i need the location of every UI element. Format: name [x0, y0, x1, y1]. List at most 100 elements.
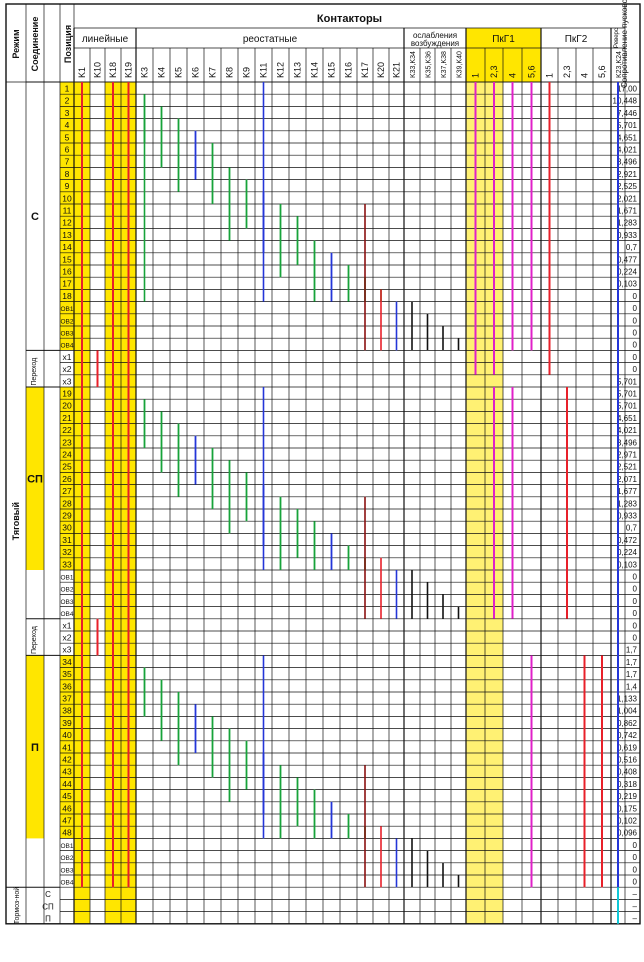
- column-header-0: K1: [77, 67, 87, 78]
- resistance-value: 1,4: [626, 682, 638, 691]
- resistance-value: 0: [633, 353, 638, 362]
- brake-connection-label-2: П: [45, 915, 51, 924]
- resistance-value: 0: [633, 329, 638, 338]
- position-label: 46: [62, 803, 72, 813]
- position-label: ОВ1: [60, 843, 73, 850]
- position-label: 1: [65, 84, 70, 94]
- resistance-value: 0,516: [617, 756, 638, 765]
- position-label: 4: [65, 120, 70, 130]
- position-label: ОВ3: [60, 867, 73, 874]
- connection-label-2: П: [31, 742, 39, 754]
- mode-header: Режим: [11, 29, 21, 59]
- resistance-value: 0: [633, 597, 638, 606]
- resistance-value: 1,677: [617, 487, 638, 496]
- position-label: 39: [62, 718, 72, 728]
- position-label: 8: [65, 169, 70, 179]
- resistance-value: 0,862: [617, 719, 638, 728]
- position-label: 43: [62, 767, 72, 777]
- resistance-value: 0: [633, 316, 638, 325]
- column-header-24: 1: [471, 73, 481, 78]
- position-label: 34: [62, 657, 72, 667]
- position-label: 5: [65, 132, 70, 142]
- position-label: 35: [62, 669, 72, 679]
- resistance-value: 0: [633, 292, 638, 301]
- resistance-value: 0,7: [626, 243, 638, 252]
- resistance-value: 2,525: [617, 182, 638, 191]
- column-header-29: 2,3: [562, 65, 572, 78]
- group-field-weakening: возбуждения: [411, 39, 459, 48]
- resistance-value: 0,096: [617, 829, 638, 838]
- column-header-18: K20: [376, 62, 386, 78]
- resistance-value: 0: [633, 841, 638, 850]
- position-label: 29: [62, 511, 72, 521]
- resistance-value: 17,00: [617, 85, 638, 94]
- group-reverse: Реверс: [614, 28, 620, 48]
- position-label: 21: [62, 413, 72, 423]
- resistance-value: 0: [633, 341, 638, 350]
- group-field-weakening: ослабления: [413, 31, 457, 40]
- column-header-5: K4: [157, 67, 167, 78]
- group-linear: линейные: [82, 34, 129, 45]
- transition-label-0: Переход: [31, 358, 38, 386]
- resistance-value: 1,133: [617, 695, 638, 704]
- position-label: х1: [63, 352, 72, 362]
- group-pkg2: ПкГ2: [565, 34, 588, 45]
- resistance-value: 0: [633, 621, 638, 630]
- resistance-value: 4,651: [617, 414, 638, 423]
- brake-connection-label-0: С: [45, 890, 51, 899]
- position-label: 13: [62, 230, 72, 240]
- position-label: ОВ3: [60, 599, 73, 606]
- resistance-value: 0,224: [617, 548, 638, 557]
- resistance-value: 1,283: [617, 219, 638, 228]
- column-header-10: K9: [242, 67, 252, 78]
- transition-label-1: Переход: [31, 626, 38, 654]
- resistance-value: 1,004: [617, 707, 638, 716]
- resistance-value: 3,496: [617, 438, 638, 447]
- position-label: 40: [62, 730, 72, 740]
- position-label: ОВ3: [60, 331, 73, 338]
- position-label: 32: [62, 547, 72, 557]
- position-label: 41: [62, 742, 72, 752]
- group-rheostat: реостатные: [243, 34, 298, 45]
- position-label: 27: [62, 486, 72, 496]
- resistance-value: 1,7: [626, 658, 638, 667]
- position-label: х2: [63, 364, 72, 374]
- connection-highlight-p: [26, 655, 44, 839]
- position-label: 2: [65, 96, 70, 106]
- resistance-value: 5,701: [617, 402, 638, 411]
- position-label: 30: [62, 523, 72, 533]
- group-pkg1: ПкГ1: [492, 34, 515, 45]
- resistance-value: 0: [633, 585, 638, 594]
- resistance-value: 0: [633, 878, 638, 887]
- position-label: ОВ4: [60, 611, 73, 618]
- resistance-value: –: [633, 914, 638, 923]
- connection-label-0: С: [31, 211, 39, 223]
- resistance-value: 4,021: [617, 426, 638, 435]
- column-header-7: K6: [191, 67, 201, 78]
- position-label: 15: [62, 254, 72, 264]
- resistance-header: Сопротивление пускового реостата, Ом: [620, 0, 629, 88]
- position-label: 36: [62, 681, 72, 691]
- resistance-value: 0: [633, 865, 638, 874]
- position-label: 16: [62, 267, 72, 277]
- position-label: 33: [62, 559, 72, 569]
- resistance-value: 5,701: [617, 390, 638, 399]
- brake-mode-label: Тормоз-ной: [13, 887, 21, 924]
- position-label: 10: [62, 193, 72, 203]
- resistance-value: 0,472: [617, 536, 638, 545]
- position-label: 14: [62, 242, 72, 252]
- position-label: 28: [62, 498, 72, 508]
- position-label: 19: [62, 389, 72, 399]
- position-label: 31: [62, 535, 72, 545]
- resistance-value: 2,971: [617, 451, 638, 460]
- column-header-12: K12: [276, 62, 286, 78]
- resistance-value: 0,103: [617, 560, 638, 569]
- resistance-value: 0,103: [617, 280, 638, 289]
- position-label: 45: [62, 791, 72, 801]
- position-label: 47: [62, 816, 72, 826]
- resistance-value: 0,318: [617, 780, 638, 789]
- resistance-value: 1,283: [617, 499, 638, 508]
- resistance-value: 7,446: [617, 109, 638, 118]
- column-header-19: K21: [392, 62, 402, 78]
